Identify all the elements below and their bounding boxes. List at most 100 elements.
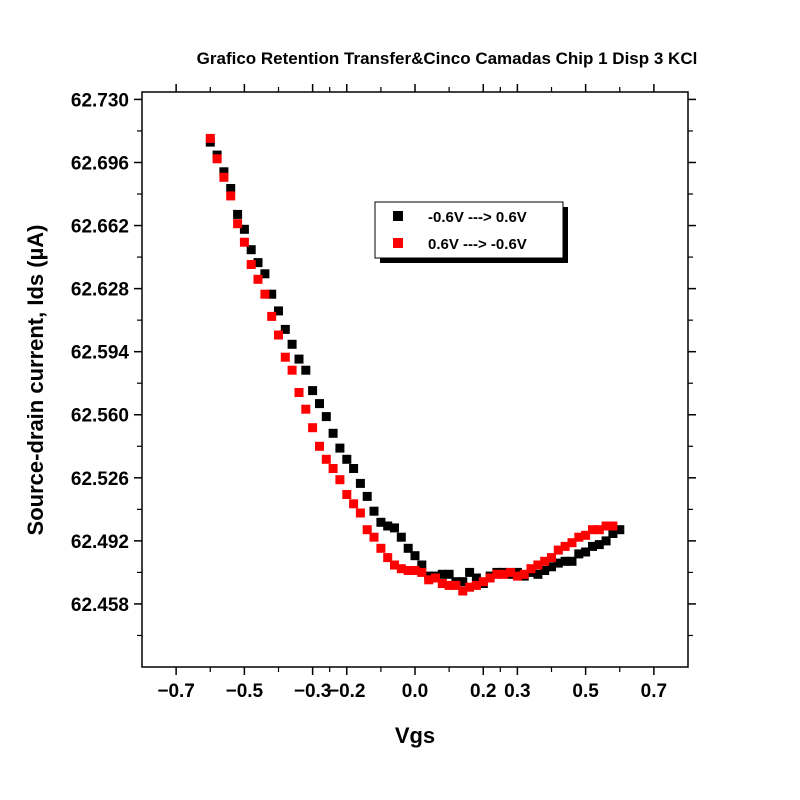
data-point xyxy=(212,154,222,164)
data-point xyxy=(301,365,311,375)
data-point xyxy=(396,564,406,574)
data-point xyxy=(239,224,249,234)
y-axis-title: Source-drain current, Ids (µA) xyxy=(23,225,48,536)
x-tick-label: 0.5 xyxy=(572,681,599,702)
data-point xyxy=(369,506,379,516)
data-point xyxy=(287,365,297,375)
x-tick-label: 0.3 xyxy=(504,681,530,702)
data-point xyxy=(274,306,283,316)
data-point xyxy=(471,580,481,590)
data-point xyxy=(567,538,577,548)
x-tick-label: −0.5 xyxy=(226,681,264,702)
data-point xyxy=(403,543,413,553)
data-point xyxy=(233,209,243,219)
data-point xyxy=(581,530,591,540)
data-point xyxy=(246,260,256,269)
data-point xyxy=(335,443,345,453)
y-tick-label: 62.458 xyxy=(71,595,129,616)
data-point xyxy=(390,523,399,533)
data-point xyxy=(294,354,304,364)
data-point xyxy=(287,339,297,349)
data-point xyxy=(410,551,420,561)
data-point xyxy=(574,532,584,542)
legend-marker-series-2 xyxy=(393,238,403,248)
data-point xyxy=(390,560,399,570)
data-point xyxy=(260,269,270,279)
x-tick-label: −0.7 xyxy=(157,681,195,702)
data-point xyxy=(328,428,338,438)
data-point xyxy=(465,567,475,577)
data-point xyxy=(547,562,556,572)
data-point xyxy=(417,560,427,570)
data-point xyxy=(355,508,365,518)
data-point xyxy=(458,586,468,596)
data-point xyxy=(253,258,263,268)
data-point xyxy=(342,454,352,464)
data-point xyxy=(253,274,263,284)
data-point xyxy=(526,564,536,574)
y-tick-label: 62.594 xyxy=(71,343,130,364)
data-point xyxy=(444,569,454,579)
data-point xyxy=(267,311,277,321)
data-point xyxy=(560,541,570,551)
data-point xyxy=(205,133,215,143)
data-point xyxy=(376,543,386,553)
axis-ticks: −0.7 −0.5 −0.3−0.2 0.0 0.2 0.3 0.5 0.7 62.458 62.… xyxy=(71,84,696,702)
data-point xyxy=(280,324,290,334)
data-point xyxy=(437,569,447,579)
legend-marker-series-1 xyxy=(393,211,403,221)
data-point xyxy=(533,560,543,570)
data-point xyxy=(315,399,324,409)
data-point xyxy=(451,580,461,590)
y-tick-label: 62.696 xyxy=(71,153,129,174)
data-point xyxy=(349,464,359,473)
data-point xyxy=(335,475,345,485)
legend-label-series-1: -0.6V ---> 0.6V xyxy=(428,209,527,226)
data-point xyxy=(274,330,283,340)
data-point xyxy=(362,525,372,535)
data-point xyxy=(239,237,249,247)
x-tick-label: 0.0 xyxy=(402,681,428,702)
series-2 xyxy=(205,133,618,596)
data-point xyxy=(362,491,372,501)
data-point xyxy=(308,386,318,396)
data-point xyxy=(499,569,509,579)
data-point xyxy=(458,577,468,587)
data-point xyxy=(431,573,440,583)
data-point xyxy=(260,289,270,299)
data-point xyxy=(478,577,488,587)
data-point xyxy=(608,521,618,531)
data-point xyxy=(369,532,379,542)
data-point xyxy=(342,490,352,499)
data-point xyxy=(588,541,597,551)
data-point xyxy=(567,556,577,566)
data-point xyxy=(444,580,454,590)
data-point xyxy=(588,525,597,535)
data-point xyxy=(226,184,236,193)
data-point xyxy=(465,582,475,592)
data-point xyxy=(601,521,611,531)
data-point xyxy=(219,167,229,177)
data-point xyxy=(540,566,550,575)
data-point xyxy=(553,558,563,568)
chart-title: Grafico Retention Transfer&Cinco Camadas… xyxy=(197,49,698,68)
data-point xyxy=(308,423,318,433)
x-tick-label: −0.3 xyxy=(294,681,332,702)
data-point xyxy=(492,569,502,579)
data-point xyxy=(328,464,338,473)
data-point xyxy=(403,566,413,575)
data-point xyxy=(315,441,324,451)
data-point xyxy=(533,569,543,579)
x-tick-label: −0.2 xyxy=(328,681,366,702)
data-point xyxy=(349,499,359,509)
y-tick-label: 62.628 xyxy=(71,280,129,301)
data-point xyxy=(594,525,604,535)
data-point xyxy=(581,547,591,557)
data-point xyxy=(383,553,393,563)
data-point xyxy=(226,191,236,201)
data-point xyxy=(321,454,331,464)
data-point xyxy=(355,478,365,488)
data-point xyxy=(594,540,604,550)
x-tick-label: 0.7 xyxy=(641,681,667,702)
